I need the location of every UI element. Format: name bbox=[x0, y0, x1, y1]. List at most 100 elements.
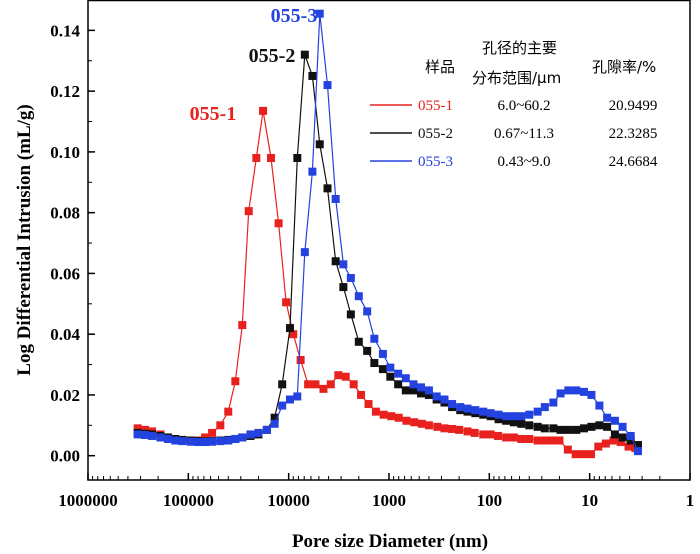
data-point bbox=[370, 359, 379, 368]
data-point bbox=[493, 431, 502, 440]
data-point bbox=[133, 430, 142, 439]
data-point bbox=[579, 424, 588, 433]
legend-row-055-2: 055-2 0.67~11.3 22.3285 bbox=[370, 126, 657, 142]
data-point bbox=[231, 434, 240, 443]
data-point bbox=[502, 412, 511, 421]
data-point bbox=[308, 167, 317, 176]
data-point bbox=[300, 50, 309, 59]
data-point bbox=[224, 436, 233, 445]
data-point bbox=[304, 380, 313, 389]
data-point bbox=[626, 436, 635, 445]
data-point bbox=[517, 419, 526, 428]
data-point bbox=[547, 436, 556, 445]
legend-name: 055-3 bbox=[418, 154, 453, 170]
y-tick-label: 0.12 bbox=[50, 82, 80, 101]
data-point bbox=[394, 413, 403, 422]
data-point bbox=[315, 9, 324, 18]
data-point bbox=[470, 428, 479, 437]
data-point bbox=[494, 410, 503, 419]
data-point bbox=[564, 425, 573, 434]
legend-name: 055-1 bbox=[418, 98, 453, 114]
x-tick-label: 10000 bbox=[267, 491, 310, 510]
y-tick-label: 0.14 bbox=[50, 21, 80, 40]
data-point bbox=[270, 419, 279, 428]
data-point bbox=[563, 445, 572, 454]
data-point bbox=[349, 380, 358, 389]
data-point bbox=[586, 450, 595, 459]
data-point bbox=[502, 433, 511, 442]
data-point bbox=[595, 401, 604, 410]
data-point bbox=[354, 337, 363, 346]
data-point bbox=[378, 349, 387, 358]
data-point bbox=[540, 436, 549, 445]
data-point bbox=[341, 372, 350, 381]
data-point bbox=[440, 395, 449, 404]
data-point bbox=[346, 310, 355, 319]
data-point bbox=[346, 273, 355, 282]
data-point bbox=[278, 380, 287, 389]
data-point bbox=[259, 106, 268, 115]
data-point bbox=[525, 421, 534, 430]
data-point bbox=[555, 436, 564, 445]
data-point bbox=[456, 403, 465, 412]
data-point bbox=[633, 447, 642, 456]
data-point bbox=[494, 415, 503, 424]
data-point bbox=[394, 380, 403, 389]
data-point bbox=[424, 421, 433, 430]
data-point bbox=[479, 430, 488, 439]
legend-range: 6.0~60.2 bbox=[497, 98, 550, 114]
data-point bbox=[448, 400, 457, 409]
legend: 样品 孔径的主要 分布范围/μm 孔隙率/% 055-1 6.0~60.2 20.9… bbox=[370, 39, 658, 170]
data-point bbox=[587, 422, 596, 431]
data-point bbox=[410, 418, 419, 427]
data-point bbox=[525, 434, 534, 443]
data-point bbox=[386, 363, 395, 372]
data-point bbox=[624, 442, 633, 451]
peak-labels: 055-1 055-2 055-3 bbox=[190, 5, 318, 125]
data-point bbox=[363, 307, 372, 316]
y-tick-label: 0.06 bbox=[50, 264, 80, 283]
data-point bbox=[579, 450, 588, 459]
series-055-3 bbox=[133, 9, 642, 456]
y-tick-label: 0.10 bbox=[50, 143, 80, 162]
data-point bbox=[323, 81, 332, 90]
data-point bbox=[463, 404, 472, 413]
data-point bbox=[266, 153, 275, 162]
data-point bbox=[540, 424, 549, 433]
data-point bbox=[326, 380, 335, 389]
data-point bbox=[387, 412, 396, 421]
data-point bbox=[141, 431, 150, 440]
data-point bbox=[224, 407, 233, 416]
data-point bbox=[533, 407, 542, 416]
data-point bbox=[244, 207, 253, 216]
data-point bbox=[517, 434, 526, 443]
data-point bbox=[409, 380, 418, 389]
legend-range: 0.67~11.3 bbox=[494, 126, 554, 142]
data-point bbox=[208, 437, 217, 446]
data-point bbox=[357, 390, 366, 399]
data-point bbox=[323, 184, 332, 193]
data-point bbox=[156, 433, 165, 442]
data-point bbox=[394, 369, 403, 378]
data-point bbox=[133, 424, 142, 433]
data-point bbox=[178, 437, 187, 446]
data-point bbox=[386, 372, 395, 381]
data-point bbox=[633, 441, 642, 450]
data-point bbox=[339, 283, 348, 292]
data-point bbox=[556, 389, 565, 398]
data-point bbox=[525, 410, 534, 419]
legend-header-range-line1: 孔径的主要 bbox=[482, 39, 557, 57]
y-tick-label: 0.02 bbox=[50, 386, 80, 405]
data-point bbox=[278, 401, 287, 410]
x-tick-label: 100000 bbox=[163, 491, 214, 510]
data-point bbox=[455, 425, 464, 434]
axes: 0.00 0.02 0.04 0.06 0.08 0.10 0.12 0.14 1000000 1… bbox=[50, 21, 694, 510]
legend-row-055-1: 055-1 6.0~60.2 20.9499 bbox=[370, 98, 657, 114]
data-point bbox=[486, 409, 495, 418]
data-point bbox=[618, 422, 627, 431]
data-point bbox=[509, 433, 518, 442]
x-tick-label: 1000 bbox=[372, 491, 406, 510]
data-point bbox=[533, 422, 542, 431]
data-point bbox=[282, 298, 291, 307]
